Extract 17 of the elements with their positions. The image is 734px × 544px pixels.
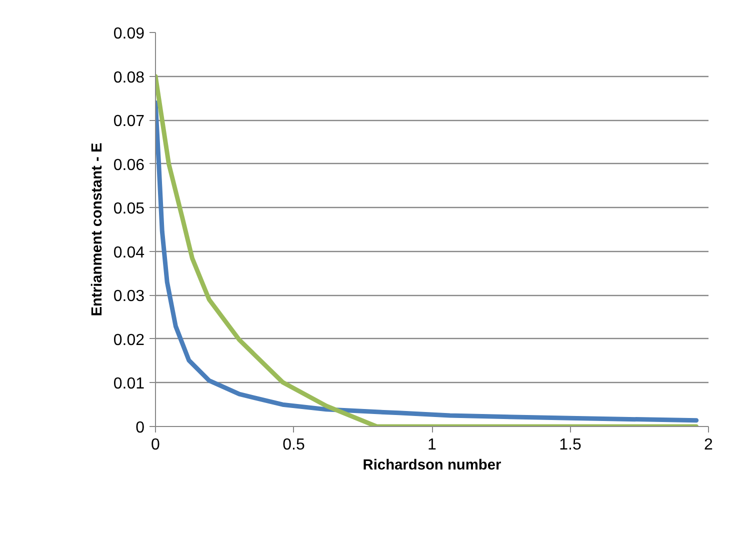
y-tick-label: 0.04 [113,244,145,262]
y-axis-title: Entrianment constant - E [89,142,106,316]
y-tick-label: 0.05 [113,200,145,218]
x-axis-title: Richardson number [362,458,502,474]
y-tick-label: 0 [136,420,145,436]
y-tick-label: 0.06 [113,156,145,174]
x-tick-label: 0 [151,436,160,454]
y-tick-label: 0.03 [113,288,145,306]
y-tick-label: 0.01 [113,376,145,393]
y-tick-label: 0.08 [113,69,145,86]
y-tick-label: 0.09 [113,26,145,42]
x-tick-label: 1.5 [559,436,582,454]
x-tick-label: 2 [704,436,714,454]
y-tick-label: 0.07 [113,113,145,130]
x-tick-label: 1 [428,436,437,454]
y-tick-label: 0.02 [113,332,145,349]
x-tick-label: 0.5 [282,436,305,454]
